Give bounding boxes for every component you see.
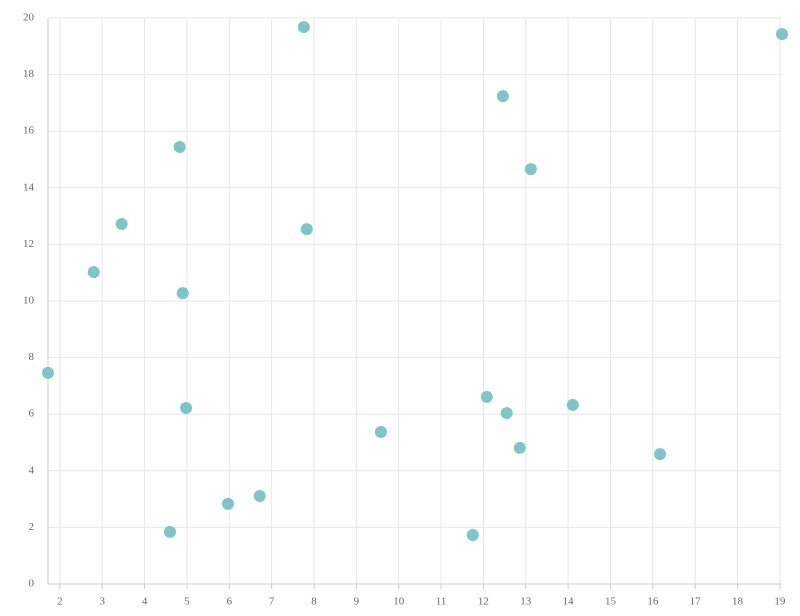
x-tick-label: 9	[354, 596, 360, 608]
x-tick-label: 4	[142, 596, 148, 608]
x-tick-label: 19	[774, 596, 786, 608]
y-tick-label: 6	[29, 408, 35, 420]
x-tick-label: 10	[393, 596, 405, 608]
point	[163, 525, 176, 538]
y-tick-label: 0	[29, 578, 35, 590]
x-tick-label: 13	[520, 596, 532, 608]
point	[566, 398, 579, 411]
point	[173, 141, 186, 154]
point	[500, 407, 513, 420]
point	[180, 401, 193, 414]
point	[496, 90, 509, 103]
x-tick-label: 16	[647, 596, 659, 608]
point	[87, 266, 100, 279]
x-tick-label: 14	[563, 596, 575, 608]
x-tick-label: 5	[184, 596, 190, 608]
point	[42, 366, 54, 379]
x-tick-label: 7	[269, 596, 275, 608]
y-tick-label: 12	[23, 238, 34, 250]
point	[297, 21, 310, 34]
point	[222, 497, 235, 510]
point	[115, 218, 128, 231]
point	[524, 163, 537, 176]
x-tick-label: 15	[605, 596, 617, 608]
point	[480, 390, 493, 403]
x-tick-label: 6	[227, 596, 233, 608]
y-tick-label: 14	[23, 181, 35, 193]
x-tick-label: 3	[99, 596, 105, 608]
x-tick-label: 17	[690, 596, 702, 608]
point	[300, 223, 313, 236]
x-tick-label: 12	[478, 596, 489, 608]
point	[374, 426, 387, 439]
x-tick-label: 18	[732, 596, 744, 608]
x-tick-label: 8	[311, 596, 317, 608]
x-tick-label: 2	[57, 596, 63, 608]
x-tick-label: 11	[436, 596, 447, 608]
point	[176, 287, 189, 300]
point	[253, 489, 266, 502]
y-tick-label: 10	[23, 295, 35, 307]
y-tick-label: 18	[23, 68, 35, 80]
y-tick-label: 8	[29, 351, 35, 363]
point	[466, 529, 479, 542]
y-tick-label: 2	[29, 521, 35, 533]
y-tick-label: 20	[23, 12, 35, 24]
y-tick-label: 4	[29, 464, 35, 476]
point	[776, 28, 788, 41]
y-tick-label: 16	[23, 125, 35, 137]
point	[513, 441, 526, 454]
point	[654, 448, 667, 461]
